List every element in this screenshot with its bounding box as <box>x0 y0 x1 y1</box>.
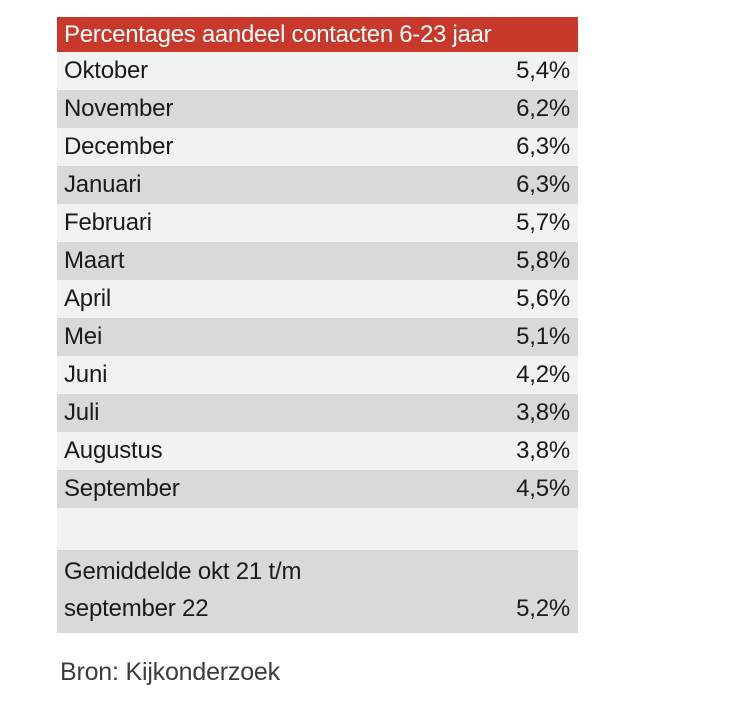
source-note: Bron: Kijkonderzoek <box>60 658 280 686</box>
row-value: 3,8% <box>516 399 570 426</box>
table-row: Februari 5,7% <box>57 204 578 242</box>
row-value: 5,1% <box>516 323 570 350</box>
row-month-label: Februari <box>64 209 152 236</box>
row-month-label: September <box>64 475 180 502</box>
summary-label-line2: september 22 <box>64 595 209 622</box>
row-value: 6,3% <box>516 133 570 160</box>
table-row: Maart 5,8% <box>57 242 578 280</box>
row-month-label: Juni <box>64 361 108 388</box>
row-value: 5,6% <box>516 285 570 312</box>
table-row: Augustus 3,8% <box>57 432 578 470</box>
row-month-label: Juli <box>64 399 100 426</box>
row-month-label: Oktober <box>64 57 148 84</box>
table-row: Juli 3,8% <box>57 394 578 432</box>
row-value: 5,8% <box>516 247 570 274</box>
row-value: 6,2% <box>516 95 570 122</box>
row-month-label: November <box>64 95 174 122</box>
row-value: 6,3% <box>516 171 570 198</box>
row-month-label: Augustus <box>64 437 163 464</box>
summary-value: 5,2% <box>516 595 570 622</box>
row-value: 5,4% <box>516 57 570 84</box>
summary-label-line1: Gemiddelde okt 21 t/m <box>64 558 302 585</box>
row-month-label: Maart <box>64 247 125 274</box>
table-rows: Oktober 5,4% November 6,2% December 6,3% Janua… <box>57 52 578 508</box>
table-title: Percentages aandeel contacten 6-23 jaar <box>57 17 578 52</box>
row-month-label: Mei <box>64 323 103 350</box>
table-row: September 4,5% <box>57 470 578 508</box>
table-row: April 5,6% <box>57 280 578 318</box>
row-value: 3,8% <box>516 437 570 464</box>
row-value: 4,5% <box>516 475 570 502</box>
row-month-label: Januari <box>64 171 142 198</box>
table-row: Januari 6,3% <box>57 166 578 204</box>
row-month-label: April <box>64 285 112 312</box>
table-row: November 6,2% <box>57 90 578 128</box>
table-row: Mei 5,1% <box>57 318 578 356</box>
row-value: 5,7% <box>516 209 570 236</box>
data-table: Percentages aandeel contacten 6-23 jaar … <box>57 17 578 633</box>
table-row: Juni 4,2% <box>57 356 578 394</box>
table-row: December 6,3% <box>57 128 578 166</box>
spacer-row <box>57 508 578 550</box>
summary-row: Gemiddelde okt 21 t/m september 22 5,2% <box>57 550 578 633</box>
row-value: 4,2% <box>516 361 570 388</box>
table-row: Oktober 5,4% <box>57 52 578 90</box>
row-month-label: December <box>64 133 174 160</box>
